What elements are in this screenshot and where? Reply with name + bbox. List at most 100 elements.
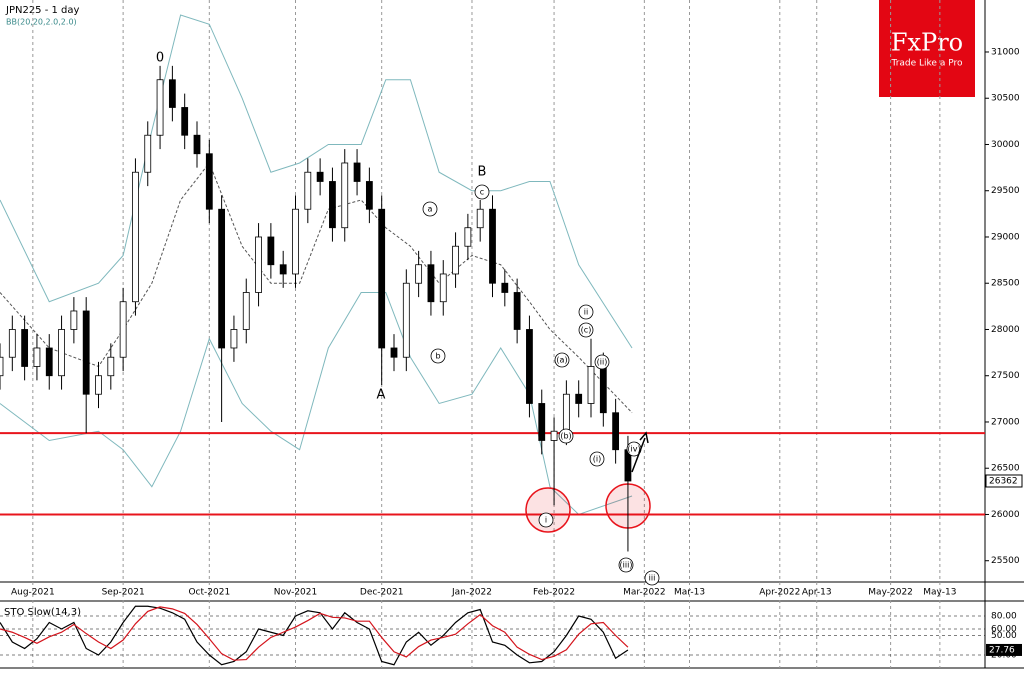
candle-body	[501, 282, 509, 293]
y-tick-label: 30000	[991, 140, 1020, 150]
last-price-box	[985, 474, 1023, 488]
candle-body	[132, 171, 139, 303]
candle-body	[390, 347, 398, 358]
candle-body	[587, 366, 595, 404]
wave-marker	[618, 557, 634, 573]
candle-body	[526, 329, 533, 404]
candle-body	[181, 107, 189, 136]
x-tick-label: May-13	[923, 588, 956, 598]
candle-body	[464, 227, 472, 247]
candle-body	[476, 208, 484, 229]
candle-body	[550, 430, 558, 441]
wave-label: ii	[584, 308, 588, 317]
y-tick-label: 25500	[991, 556, 1020, 566]
candle-body	[439, 273, 447, 303]
candle-body	[562, 393, 570, 432]
y-tick-label: 26000	[991, 510, 1020, 520]
candle-body	[612, 412, 620, 451]
x-tick-label: Apr-13	[802, 588, 832, 598]
brand-tagline: Trade Like a Pro	[891, 59, 963, 69]
wave-label: A	[377, 388, 386, 403]
wave-marker	[558, 428, 574, 444]
candle-body	[45, 347, 53, 377]
bollinger-line	[0, 161, 633, 414]
wave-label: (b)	[560, 432, 571, 441]
candle-body	[255, 236, 262, 293]
last-price-label: 26362	[989, 476, 1018, 486]
wave-marker	[430, 348, 446, 364]
candle-body	[353, 162, 361, 182]
wave-label: (ii)	[597, 358, 608, 367]
wave-label: (iii)	[620, 561, 633, 570]
candle-body	[415, 264, 423, 284]
candle-body	[452, 245, 459, 275]
wave-marker	[422, 201, 438, 217]
candle-body	[82, 310, 90, 395]
wave-label: b	[435, 352, 440, 361]
candle-body	[119, 301, 127, 358]
oscillator-title: STO Slow(14,3)	[4, 607, 81, 618]
wave-label: (a)	[556, 356, 567, 365]
y-tick-label: 80.00	[991, 612, 1017, 622]
x-tick-label: Dec-2021	[360, 588, 404, 598]
candle-body	[489, 208, 496, 284]
candle-body	[242, 292, 250, 330]
candle-body	[168, 79, 176, 108]
candle-body	[599, 366, 607, 414]
x-tick-label: Nov-2021	[274, 588, 317, 598]
y-tick-label: 30500	[991, 94, 1020, 104]
x-tick-label: Mar-13	[674, 588, 705, 598]
candle-body	[156, 79, 164, 136]
y-tick-label: 29500	[991, 186, 1020, 196]
candle-body	[193, 134, 201, 155]
x-tick-label: Apr-2022	[759, 588, 800, 598]
x-tick-label: Feb-2022	[533, 588, 575, 598]
candle-body	[316, 171, 324, 182]
y-tick-label: 60.00	[991, 625, 1017, 635]
x-tick-label: Jan-2022	[451, 588, 492, 598]
y-tick-label: 27000	[991, 417, 1020, 427]
oscillator-line	[0, 606, 629, 661]
chart-title: JPN225 - 1 day	[5, 5, 80, 16]
oscillator-line	[0, 605, 629, 666]
candle-body	[70, 310, 78, 330]
y-tick-label: 28000	[991, 325, 1020, 335]
candle-body	[365, 181, 373, 210]
last-value-box	[986, 643, 1022, 656]
wave-marker	[578, 322, 594, 338]
wave-label: iii	[649, 574, 656, 583]
x-tick-label: Sep-2021	[102, 588, 145, 598]
candle-body	[267, 236, 275, 266]
candle-body	[279, 264, 287, 275]
candle-body	[575, 393, 583, 404]
candle-body	[427, 264, 435, 303]
x-tick-label: Aug-2021	[11, 588, 55, 598]
candle-body	[230, 329, 238, 349]
wave-label: B	[478, 165, 487, 180]
candle-body	[95, 375, 102, 395]
brand-box	[879, 0, 975, 97]
wave-label: (iv)	[627, 445, 640, 454]
wave-label: (i)	[593, 455, 601, 464]
highlight-circle	[525, 487, 571, 533]
candle-body	[538, 403, 546, 441]
wave-label: i	[545, 516, 547, 525]
indicator-label: BB(20,20,2.0,2.0)	[6, 18, 77, 27]
y-tick-label: 26500	[991, 464, 1020, 474]
wave-marker	[594, 354, 610, 370]
candle-body	[378, 208, 386, 349]
brand-name: FxPro	[891, 29, 963, 57]
candle-body	[218, 208, 226, 349]
wave-label: a	[428, 205, 433, 214]
y-tick-label: 27500	[991, 371, 1020, 381]
wave-marker	[578, 304, 594, 320]
candle-body	[144, 134, 152, 173]
candle-body	[33, 347, 41, 367]
wave-marker	[554, 352, 570, 368]
y-tick-label: 31000	[991, 47, 1020, 57]
bollinger-line	[0, 291, 633, 516]
x-tick-label: Oct-2021	[188, 588, 230, 598]
candle-body	[329, 181, 336, 229]
